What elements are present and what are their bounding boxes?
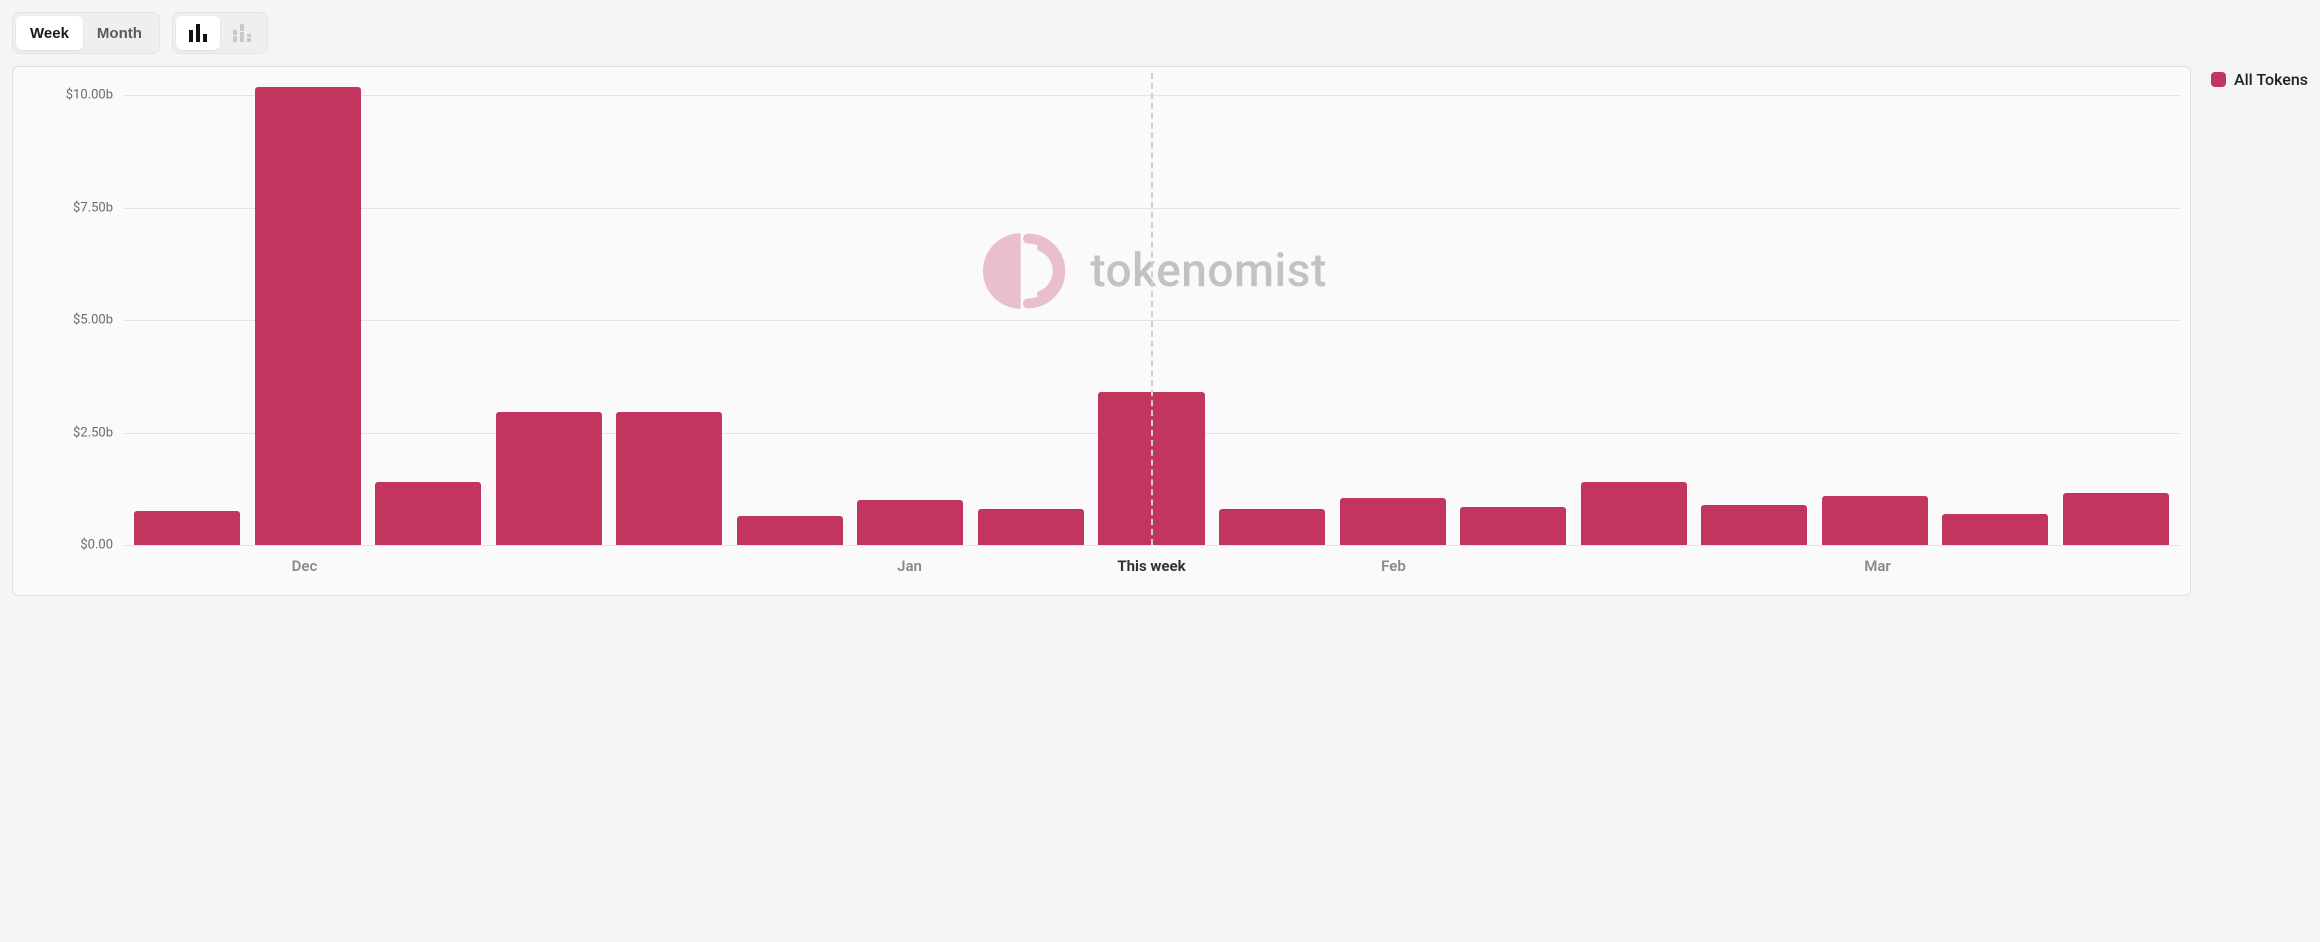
bar[interactable]: [1219, 509, 1325, 545]
chart-controls: Week Month: [12, 12, 2308, 54]
chart-panel: tokenomist $0.00$2.50b$5.00b$7.50b$10.00…: [12, 66, 2191, 596]
bar[interactable]: [1701, 505, 1807, 545]
bar-slot: [489, 73, 610, 545]
period-week-button[interactable]: Week: [16, 16, 83, 50]
bar-slot: [248, 73, 369, 545]
legend-swatch: [2211, 72, 2226, 87]
plot-area: tokenomist $0.00$2.50b$5.00b$7.50b$10.00…: [123, 73, 2180, 545]
y-axis-label: $7.50b: [73, 200, 113, 215]
bar-slot: [1212, 73, 1333, 545]
bar[interactable]: [255, 87, 361, 546]
bar[interactable]: [857, 500, 963, 545]
bar[interactable]: [2063, 493, 2169, 545]
x-axis-label: This week: [1117, 557, 1185, 575]
bar[interactable]: [134, 511, 240, 545]
bar-slot: [609, 73, 730, 545]
period-toggle: Week Month: [12, 12, 160, 54]
bar-slot: [1573, 73, 1694, 545]
bar-slot: [1935, 73, 2056, 545]
bar[interactable]: [496, 412, 602, 545]
x-axis-label: Mar: [1864, 557, 1891, 575]
bar-slot: [850, 73, 971, 545]
bar-slot: [730, 73, 851, 545]
view-toggle: [172, 12, 268, 54]
bar-solid-view-button[interactable]: [176, 16, 220, 50]
x-axis-label: Feb: [1381, 557, 1406, 575]
x-axis-label: Jan: [897, 557, 922, 575]
period-month-button[interactable]: Month: [83, 16, 156, 50]
bar[interactable]: [978, 509, 1084, 545]
y-axis-label: $0.00: [80, 538, 113, 553]
bar[interactable]: [1460, 507, 1566, 545]
bar[interactable]: [1942, 514, 2048, 545]
this-week-reference-line: [1151, 73, 1153, 545]
bar-slot: [971, 73, 1092, 545]
bar[interactable]: [616, 412, 722, 545]
x-axis-label: Dec: [292, 557, 318, 575]
bar-slot: [2056, 73, 2177, 545]
y-axis-label: $5.00b: [73, 313, 113, 328]
bar-chart-icon: [188, 24, 208, 42]
grid-line: [123, 545, 2180, 546]
legend-label: All Tokens: [2234, 70, 2308, 89]
bar[interactable]: [1340, 498, 1446, 545]
bar-stacked-view-button[interactable]: [220, 16, 264, 50]
y-axis-label: $2.50b: [73, 425, 113, 440]
bar-slot: [1332, 73, 1453, 545]
bar-slot: [368, 73, 489, 545]
bar-slot: [1694, 73, 1815, 545]
bar-slot: [1453, 73, 1574, 545]
bar[interactable]: [1581, 482, 1687, 545]
legend: All Tokens: [2211, 66, 2308, 89]
bar[interactable]: [737, 516, 843, 545]
y-axis-label: $10.00b: [66, 88, 113, 103]
bar[interactable]: [375, 482, 481, 545]
chart-wrapper: tokenomist $0.00$2.50b$5.00b$7.50b$10.00…: [12, 66, 2308, 596]
bar-slot: [1814, 73, 1935, 545]
bar-slot: [127, 73, 248, 545]
x-axis: Dec Jan This week Feb Mar: [123, 557, 2180, 579]
bar[interactable]: [1822, 496, 1928, 545]
stacked-bar-chart-icon: [232, 24, 252, 42]
